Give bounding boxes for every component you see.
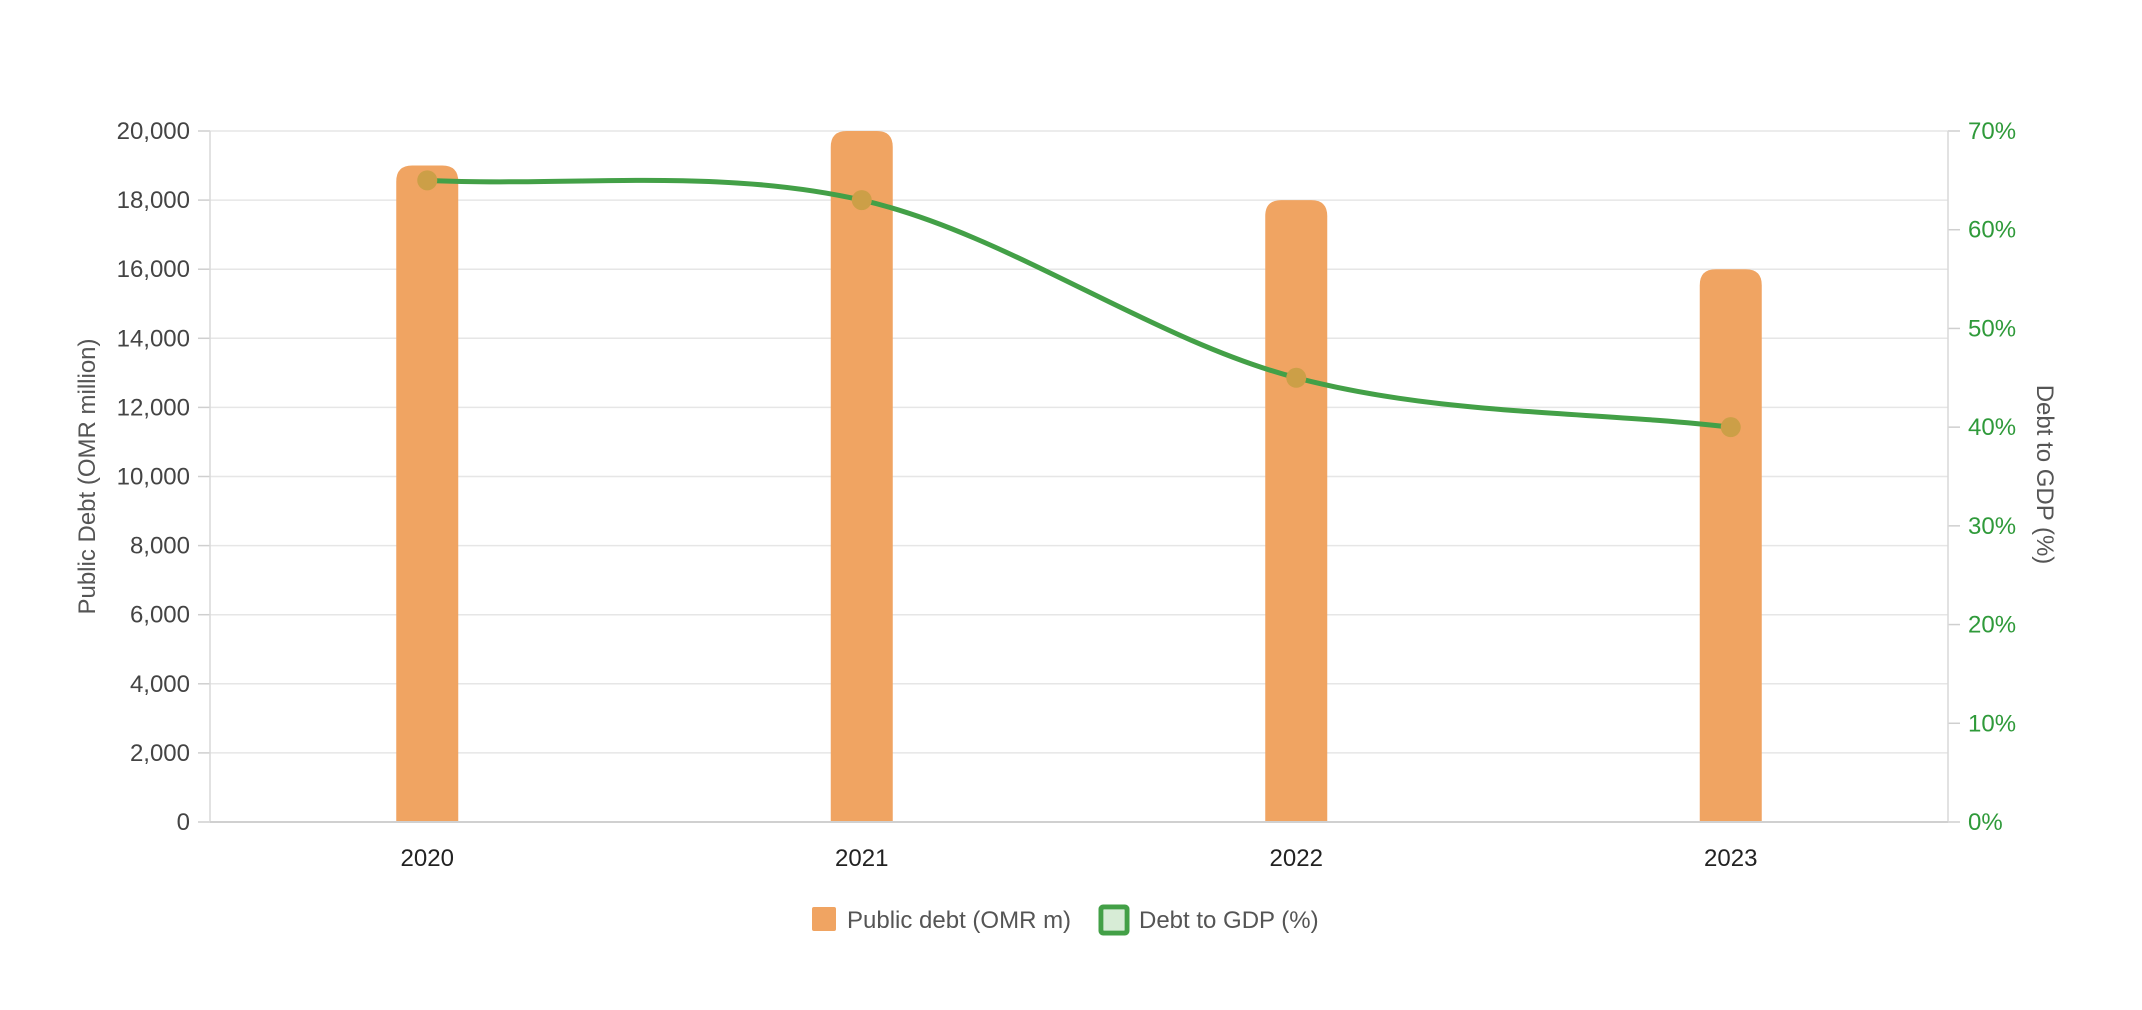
axes: 20,000 18,000 16,000 14,000 12,000 10,000 8,00… <box>117 118 2016 872</box>
x-tick-label: 2020 <box>401 845 454 872</box>
left-tick-label: 4,000 <box>130 671 190 698</box>
legend-swatch-public-debt[interactable] <box>812 907 836 931</box>
x-tick-label: 2023 <box>1704 845 1757 872</box>
right-axis-title: Debt to GDP (%) <box>2031 385 2058 565</box>
right-tick-label: 0% <box>1968 809 2003 836</box>
grid-lines <box>210 130 1948 823</box>
right-tick-label: 50% <box>1968 315 2016 342</box>
line-point-debt-to-gdp[interactable] <box>417 170 438 191</box>
right-tick-label: 30% <box>1968 513 2016 540</box>
line-series <box>417 170 1741 438</box>
legend-swatch-debt-to-gdp-fill <box>1104 910 1124 930</box>
left-tick-label: 18,000 <box>117 187 190 214</box>
left-tick-label: 14,000 <box>117 325 190 352</box>
right-tick-label: 60% <box>1968 217 2016 244</box>
left-tick-label: 2,000 <box>130 740 190 767</box>
right-tick-label: 40% <box>1968 414 2016 441</box>
left-tick-label: 16,000 <box>117 256 190 283</box>
left-tick-label: 10,000 <box>117 464 190 491</box>
right-tick-label: 10% <box>1968 710 2016 737</box>
line-debt-to-gdp[interactable] <box>424 177 1734 430</box>
x-tick-label: 2021 <box>835 845 888 872</box>
x-tick-label: 2022 <box>1270 845 1323 872</box>
line-point-debt-to-gdp[interactable] <box>1286 367 1307 388</box>
legend-label-public-debt[interactable]: Public debt (OMR m) <box>847 907 1071 934</box>
bar-public-debt[interactable] <box>396 165 459 823</box>
bar-public-debt[interactable] <box>1699 269 1762 822</box>
left-axis-title: Public Debt (OMR million) <box>74 338 101 614</box>
legend-swatch-debt-to-gdp[interactable] <box>1098 904 1130 936</box>
left-tick-label: 0 <box>177 809 190 836</box>
line-point-debt-to-gdp[interactable] <box>851 190 872 211</box>
left-tick-label: 20,000 <box>117 118 190 145</box>
left-tick-label: 12,000 <box>117 394 190 421</box>
bar-series <box>396 131 1762 823</box>
legend-label-debt-to-gdp[interactable]: Debt to GDP (%) <box>1139 907 1319 934</box>
right-tick-label: 70% <box>1968 118 2016 145</box>
bar-public-debt[interactable] <box>1265 200 1328 823</box>
left-tick-label: 8,000 <box>130 533 190 560</box>
line-point-debt-to-gdp[interactable] <box>1720 417 1741 438</box>
left-tick-label: 6,000 <box>130 602 190 629</box>
legend[interactable]: Public debt (OMR m) Debt to GDP (%) <box>812 904 1319 936</box>
bar-public-debt[interactable] <box>830 131 893 822</box>
right-tick-label: 20% <box>1968 612 2016 639</box>
